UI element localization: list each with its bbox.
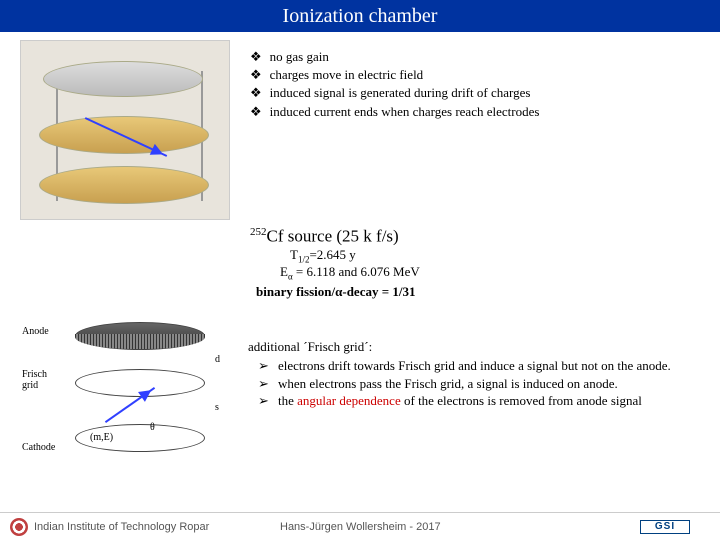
me-label: (m,E) <box>90 432 113 443</box>
frisch-item-text: the angular dependence of the electrons … <box>278 392 671 410</box>
frisch-diagram: Anode Frisch grid Cathode d s (m,E) θ <box>20 314 230 464</box>
frisch-item-text: when electrons pass the Frisch grid, a s… <box>278 375 671 393</box>
bullet-text: induced current ends when charges reach … <box>270 103 540 121</box>
list-item: ➢ the angular dependence of the electrons… <box>248 392 671 410</box>
frisch-grid-label: Frisch grid <box>22 369 47 391</box>
footer: Indian Institute of Technology Ropar Han… <box>0 512 720 540</box>
bullet-icon: ❖ <box>250 103 262 121</box>
arrow-bullet-icon: ➢ <box>258 375 270 393</box>
s-label: s <box>215 402 219 413</box>
bullet-text: charges move in electric field <box>270 66 424 84</box>
list-item: ❖ charges move in electric field <box>250 66 539 84</box>
anode-label: Anode <box>22 326 49 337</box>
slide-content: ❖ no gas gain ❖ charges move in electric f… <box>0 32 720 464</box>
bottom-row: Anode Frisch grid Cathode d s (m,E) θ ad… <box>20 314 700 464</box>
bullet-icon: ❖ <box>250 48 262 66</box>
list-item: ❖ induced signal is generated during drif… <box>250 84 539 102</box>
top-row: ❖ no gas gain ❖ charges move in electric f… <box>20 40 700 220</box>
footer-center: Hans-Jürgen Wollersheim - 2017 <box>250 521 640 533</box>
list-item: ➢ when electrons pass the Frisch grid, a … <box>248 375 671 393</box>
list-item: ❖ induced current ends when charges reach… <box>250 103 539 121</box>
slide-title: Ionization chamber <box>0 0 720 32</box>
properties-list: ❖ no gas gain ❖ charges move in electric f… <box>250 40 539 220</box>
chamber-photo <box>20 40 230 220</box>
list-item: ❖ no gas gain <box>250 48 539 66</box>
cathode-label: Cathode <box>22 442 55 453</box>
footer-right: GSI <box>640 520 710 534</box>
energy-line: Eα = 6.118 and 6.076 MeV <box>250 264 700 282</box>
theta-label: θ <box>150 422 155 433</box>
halflife-line: T1/2=2.645 y <box>250 247 700 265</box>
source-block: 252Cf source (25 k f/s) T1/2=2.645 y Eα … <box>20 226 700 300</box>
fission-ratio: binary fission/α-decay = 1/31 <box>250 284 700 300</box>
d-label: d <box>215 354 220 365</box>
bullet-icon: ❖ <box>250 84 262 102</box>
source-title: 252Cf source (25 k f/s) <box>250 226 700 247</box>
arrow-bullet-icon: ➢ <box>258 392 270 410</box>
iit-logo-icon <box>10 518 28 536</box>
institute-name: Indian Institute of Technology Ropar <box>34 521 209 533</box>
footer-left: Indian Institute of Technology Ropar <box>10 518 250 536</box>
bullet-text: induced signal is generated during drift… <box>270 84 531 102</box>
frisch-header: additional ´Frisch grid´: <box>248 338 671 356</box>
arrow-bullet-icon: ➢ <box>258 357 270 375</box>
list-item: ➢ electrons drift towards Frisch grid and… <box>248 357 671 375</box>
frisch-text: additional ´Frisch grid´: ➢ electrons dri… <box>248 314 671 464</box>
bullet-text: no gas gain <box>270 48 329 66</box>
angular-dependence-highlight: angular dependence <box>297 393 401 408</box>
bullet-icon: ❖ <box>250 66 262 84</box>
gsi-logo-icon: GSI <box>640 520 690 534</box>
frisch-item-text: electrons drift towards Frisch grid and … <box>278 357 671 375</box>
